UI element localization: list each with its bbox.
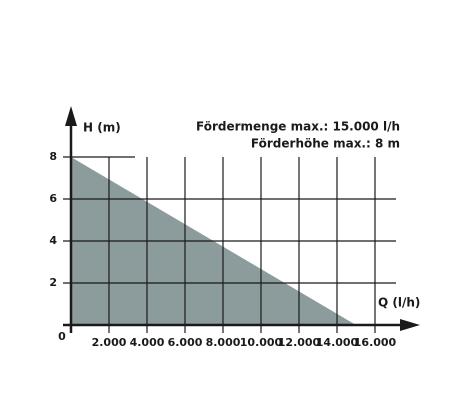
x-axis-label: Q (l/h) <box>378 296 420 310</box>
x-tick-label: 4.000 <box>130 336 165 349</box>
y-tick-label: 8 <box>49 150 57 163</box>
y-axis-label: H (m) <box>83 121 121 135</box>
x-tick-label: 12.000 <box>278 336 321 349</box>
x-tick-label: 6.000 <box>168 336 203 349</box>
y-tick-label: 4 <box>49 234 57 247</box>
x-tick-label: 16.000 <box>354 336 397 349</box>
y-tick-label: 2 <box>49 276 57 289</box>
annotation: Förderhöhe max.: 8 m <box>251 137 400 151</box>
x-axis-arrow <box>400 319 420 331</box>
annotation: Fördermenge max.: 15.000 l/h <box>196 120 400 134</box>
x-tick-label: 8.000 <box>206 336 241 349</box>
x-tick-label: 10.000 <box>240 336 283 349</box>
y-tick-label: 6 <box>49 192 57 205</box>
x-tick-label: 14.000 <box>316 336 359 349</box>
y-axis-arrow <box>65 106 77 126</box>
x-tick-label: 2.000 <box>92 336 127 349</box>
y-tick-label: 0 <box>58 330 66 343</box>
